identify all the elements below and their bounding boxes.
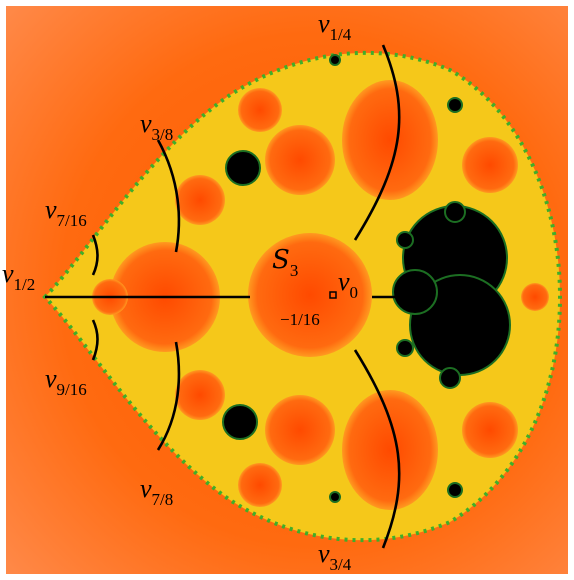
symbol: ν (2, 259, 14, 288)
symbol: ν (318, 539, 330, 568)
subscript: 7/16 (57, 211, 87, 230)
subscript: 3/4 (330, 555, 352, 574)
subscript: 0 (350, 283, 359, 302)
subscript: 7/8 (152, 490, 174, 509)
symbol: ν (140, 474, 152, 503)
symbol: ν (318, 9, 330, 38)
subscript: 1/4 (330, 25, 352, 44)
subscript: 1/2 (14, 275, 36, 294)
point-label: −1/16 (280, 310, 320, 329)
symbol: ν (140, 109, 152, 138)
subscript: 9/16 (57, 380, 87, 399)
subscript: 3/8 (152, 125, 174, 144)
fractal-figure: ν1/4ν3/8ν7/16ν1/2ν0ν9/16ν7/8ν3/4 S3 −1/1… (0, 0, 574, 580)
symbol: ν (45, 195, 57, 224)
subscript: 3 (290, 261, 299, 280)
symbol: ν (45, 364, 57, 393)
symbol: S (272, 245, 290, 275)
symbol: ν (338, 267, 350, 296)
